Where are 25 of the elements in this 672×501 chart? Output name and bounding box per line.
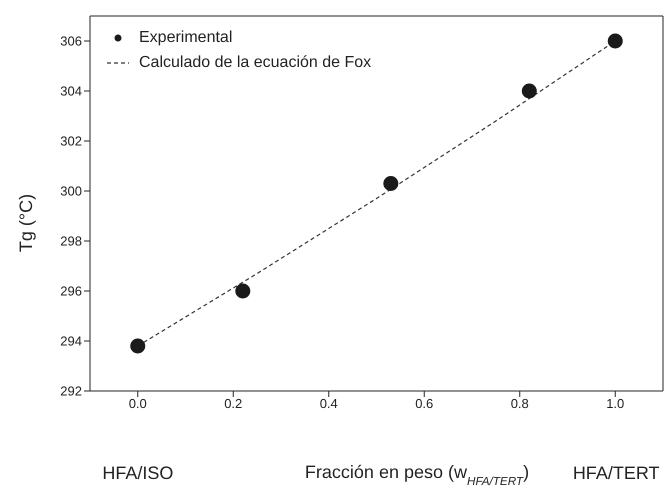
x-tick-label: 0.6 <box>415 396 434 412</box>
x-tick-label: 0.2 <box>224 396 242 412</box>
y-tick-label: 296 <box>60 284 82 299</box>
x-axis-title: Fracción en peso (w$_{HFA/TERT}$) <box>304 462 530 488</box>
x-tick-label: 0.0 <box>128 396 147 412</box>
y-tick-label: 304 <box>60 84 82 99</box>
point <box>130 338 146 354</box>
text: HFA/TERT <box>572 463 660 484</box>
point <box>383 176 398 191</box>
y-tick-label: 306 <box>60 34 82 49</box>
y-axis-title: Tg (°C) <box>16 194 36 252</box>
x-tick-label: 1.0 <box>606 396 624 412</box>
y-tick-label: 300 <box>60 184 82 199</box>
legend-label: Calculado de la ecuación de Fox <box>139 53 372 73</box>
y-tick-label: 292 <box>60 384 82 399</box>
y-tick-label: 302 <box>60 134 82 149</box>
legend-label: Experimental <box>139 28 232 48</box>
x-tick-label: 0.4 <box>320 396 338 412</box>
point <box>522 84 537 98</box>
y-tick-label: 298 <box>60 234 82 249</box>
point <box>608 34 623 48</box>
y-tick-label: 294 <box>60 334 82 349</box>
x-tick-label: 0.8 <box>510 396 529 412</box>
text: HFA/ISO <box>102 463 174 484</box>
point <box>235 284 250 298</box>
